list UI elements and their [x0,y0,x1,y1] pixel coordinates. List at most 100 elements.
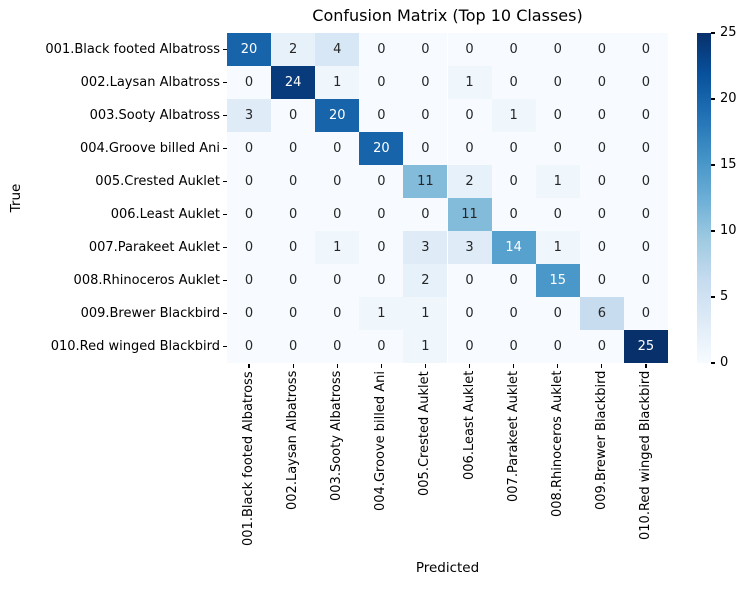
heatmap-cell: 20 [315,99,360,132]
x-tick-label: 007.Parakeet Auklet [505,371,521,503]
y-tick-label: 005.Crested Auklet [95,173,220,189]
heatmap-grid: 20 2 4 0 0 0 0 0 0 0 0 24 1 0 0 1 0 0 0 0 3 0 20 0 0 0 1 0 0 0 0 0 0 20 0 0… [227,33,668,363]
x-tick-mark [380,364,382,368]
heatmap-cell: 0 [623,264,668,297]
heatmap-cell: 25 [623,330,668,363]
x-tick-label: 001.Black footed Albatross [241,371,257,546]
heatmap-cell: 0 [491,264,536,297]
heatmap-cell: 6 [579,297,624,330]
heatmap-cell: 0 [359,198,404,231]
heatmap-cell: 0 [403,99,448,132]
y-tick-mark [223,213,227,216]
y-tick-label: 007.Parakeet Auklet [88,239,220,255]
colorbar-tick-label: 10 [720,223,737,238]
heatmap-cell: 2 [403,264,448,297]
x-tick-label: 009.Brewer Blackbird [593,371,609,511]
heatmap-cell: 1 [403,330,448,363]
heatmap-cell: 0 [623,99,668,132]
heatmap-cell: 1 [315,66,360,99]
heatmap-cell: 3 [403,231,448,264]
x-tick-label: 006.Least Auklet [461,371,477,481]
heatmap-cell: 2 [447,165,492,198]
x-tick-label: 005.Crested Auklet [417,371,433,496]
x-tick-mark [645,364,647,368]
heatmap-cell: 0 [227,132,272,165]
heatmap-cell: 0 [359,66,404,99]
heatmap-cell: 0 [359,330,404,363]
heatmap-cell: 0 [315,330,360,363]
heatmap-cell: 0 [579,330,624,363]
heatmap-cell: 0 [447,132,492,165]
heatmap-cell: 0 [623,198,668,231]
heatmap-cell: 0 [271,264,316,297]
y-tick-mark [223,279,227,282]
x-tick-mark [601,364,603,368]
heatmap-cell: 0 [403,198,448,231]
y-tick-mark [223,180,227,183]
heatmap-cell: 0 [447,33,492,66]
heatmap-cell: 0 [535,132,580,165]
heatmap-cell: 1 [359,297,404,330]
x-tick-mark [336,364,338,368]
x-tick-mark [513,364,515,368]
y-tick-label: 002.Laysan Albatross [80,74,220,90]
y-tick-mark [223,81,227,84]
heatmap-cell: 0 [579,198,624,231]
heatmap-cell: 0 [491,165,536,198]
heatmap-cell: 0 [403,66,448,99]
x-tick-label: 003.Sooty Albatross [329,371,345,502]
heatmap-cell: 0 [623,231,668,264]
y-tick-mark [223,147,227,150]
heatmap-cell: 15 [535,264,580,297]
x-tick-label: 002.Laysan Albatross [285,371,301,511]
heatmap-cell: 0 [403,132,448,165]
heatmap-cell: 0 [491,297,536,330]
heatmap-cell: 0 [491,132,536,165]
heatmap-cell: 0 [535,330,580,363]
heatmap-cell: 0 [227,297,272,330]
y-tick-label: 004.Groove billed Ani [79,140,220,156]
heatmap-cell: 3 [227,99,272,132]
y-tick-label: 009.Brewer Blackbird [80,305,220,321]
heatmap-cell: 0 [271,165,316,198]
heatmap-cell: 0 [623,132,668,165]
y-tick-label: 006.Least Auklet [110,206,220,222]
y-tick-mark [223,345,227,348]
heatmap-cell: 1 [535,231,580,264]
heatmap-cell: 20 [359,132,404,165]
heatmap-cell: 0 [315,198,360,231]
heatmap-cell: 11 [403,165,448,198]
heatmap-cell: 4 [315,33,360,66]
heatmap-cell: 1 [491,99,536,132]
heatmap-cell: 0 [227,231,272,264]
x-tick-label: 008.Rhinoceros Auklet [549,371,565,518]
colorbar-tick-mark [711,230,715,232]
y-tick-mark [223,114,227,117]
x-tick-label: 010.Red winged Blackbird [637,371,653,541]
heatmap-cell: 0 [491,330,536,363]
heatmap-cell: 0 [447,297,492,330]
heatmap-cell: 0 [535,33,580,66]
heatmap-cell: 0 [271,99,316,132]
heatmap-cell: 0 [579,132,624,165]
heatmap-cell: 0 [491,198,536,231]
colorbar-tick-mark [711,164,715,166]
x-tick-mark [248,364,250,368]
heatmap-cell: 0 [359,165,404,198]
heatmap-cell: 0 [623,33,668,66]
colorbar-tick-label: 25 [720,25,737,40]
heatmap-cell: 0 [579,66,624,99]
colorbar [697,33,711,363]
x-tick-mark [557,364,559,368]
heatmap-cell: 0 [403,33,448,66]
heatmap-cell: 0 [227,330,272,363]
colorbar-tick-label: 5 [720,289,729,304]
heatmap-cell: 0 [315,297,360,330]
heatmap-cell: 0 [579,264,624,297]
heatmap-cell: 0 [623,66,668,99]
heatmap-cell: 1 [403,297,448,330]
colorbar-tick-mark [711,362,715,364]
y-tick-label: 010.Red winged Blackbird [50,338,220,354]
x-tick-mark [468,364,471,368]
